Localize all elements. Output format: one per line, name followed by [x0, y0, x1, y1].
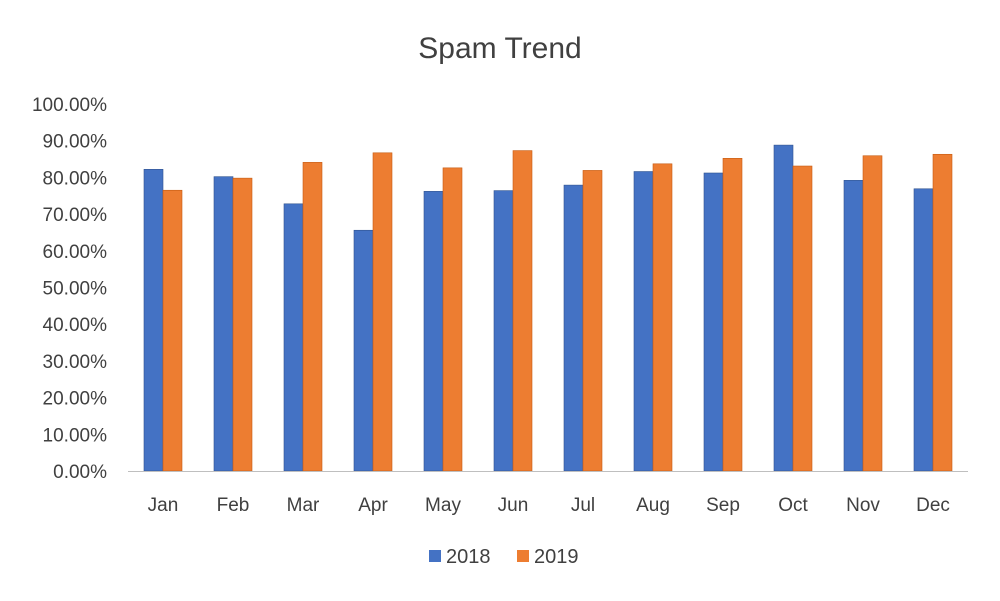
bar-2018-jun — [493, 190, 514, 472]
x-tick-label: Dec — [916, 495, 950, 516]
bar-2018-apr — [353, 229, 374, 472]
legend-label-2019: 2019 — [534, 546, 579, 568]
x-tick-label: Feb — [217, 495, 250, 516]
bar-2019-dec — [932, 153, 953, 472]
x-tick-label: Jan — [148, 495, 179, 516]
bar-2018-dec — [913, 188, 934, 472]
bar-2018-aug — [633, 171, 654, 472]
bar-2019-sep — [722, 158, 743, 472]
bar-2019-may — [442, 167, 463, 472]
bar-2019-apr — [372, 152, 393, 472]
plot-area — [143, 144, 953, 472]
x-tick-label: Aug — [636, 495, 670, 516]
bar-2019-feb — [232, 177, 253, 472]
x-tick-label: Nov — [846, 495, 880, 516]
bar-2018-feb — [213, 176, 234, 472]
bar-2019-oct — [792, 165, 813, 472]
y-tick-label: 10.00% — [43, 425, 108, 446]
bar-2019-jul — [582, 170, 603, 472]
bar-2018-oct — [773, 144, 794, 472]
bar-2018-jul — [563, 184, 584, 472]
x-tick-label: Jun — [498, 495, 529, 516]
legend-swatch-2018 — [429, 550, 441, 562]
x-tick-label: May — [425, 495, 461, 516]
bar-2018-jan — [143, 169, 164, 472]
bar-2019-jun — [512, 150, 533, 472]
x-axis: Jan Feb Mar Apr May Jun Jul Aug Sep Oct Nov Dec — [148, 495, 950, 516]
y-tick-label: 20.00% — [43, 389, 108, 410]
bar-2019-mar — [302, 162, 323, 472]
y-tick-label: 30.00% — [43, 352, 108, 373]
chart-title: Spam Trend — [418, 32, 581, 65]
bar-2018-may — [423, 191, 444, 472]
legend-swatch-2019 — [517, 550, 529, 562]
legend: 2018 2019 — [429, 546, 579, 568]
x-tick-label: Sep — [706, 495, 740, 516]
y-tick-label: 90.00% — [43, 132, 108, 153]
x-tick-label: Oct — [778, 495, 808, 516]
bar-2019-aug — [652, 163, 673, 472]
y-tick-label: 80.00% — [43, 168, 108, 189]
x-tick-label: Apr — [358, 495, 388, 516]
y-tick-label: 100.00% — [32, 95, 107, 116]
bar-2018-mar — [283, 203, 304, 472]
y-tick-label: 60.00% — [43, 242, 108, 263]
bar-2018-sep — [703, 172, 724, 472]
y-tick-label: 50.00% — [43, 279, 108, 300]
x-tick-label: Mar — [287, 495, 320, 516]
y-axis: 0.00% 10.00% 20.00% 30.00% 40.00% 50.00% 60.00… — [32, 95, 107, 483]
y-tick-label: 70.00% — [43, 205, 108, 226]
y-tick-label: 0.00% — [53, 462, 107, 483]
bar-2018-nov — [843, 180, 864, 472]
bar-2019-jan — [162, 189, 183, 472]
x-tick-label: Jul — [571, 495, 595, 516]
legend-label-2018: 2018 — [446, 546, 491, 568]
bar-2019-nov — [862, 155, 883, 472]
y-tick-label: 40.00% — [43, 315, 108, 336]
